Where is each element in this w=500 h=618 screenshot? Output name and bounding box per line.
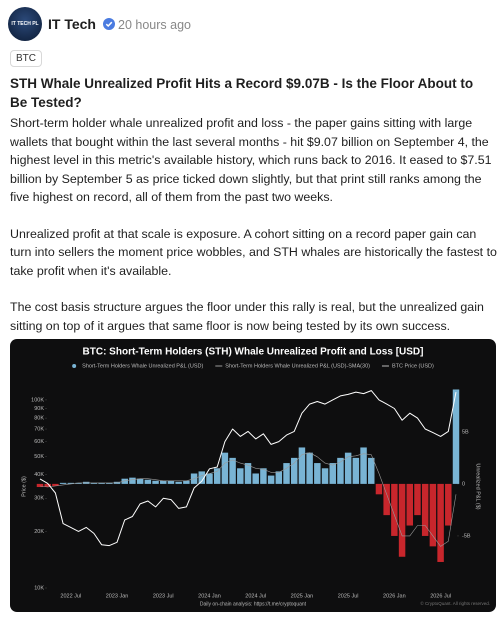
- bar: [198, 471, 206, 484]
- x-tick-label: 2024 Jul: [245, 593, 266, 599]
- bar: [406, 483, 414, 526]
- y2-tick-label: 5B: [462, 429, 469, 435]
- bar: [136, 478, 144, 484]
- paragraph: Unrealized profit at that scale is expos…: [10, 226, 497, 278]
- bar: [183, 480, 190, 484]
- bar: [321, 468, 329, 484]
- bar: [298, 447, 306, 484]
- bar: [206, 473, 213, 484]
- bar: [252, 473, 259, 484]
- paragraph: Short-term holder whale unrealized profi…: [10, 116, 492, 204]
- post-body: Short-term holder whale unrealized profi…: [10, 114, 498, 353]
- y2-axis-label: Unrealized P&L ($): [475, 463, 481, 509]
- bar: [445, 483, 452, 526]
- bar: [244, 463, 252, 484]
- legend-label: BTC Price (USD): [392, 363, 434, 369]
- avatar[interactable]: IT TECH PL: [8, 7, 42, 41]
- bar: [229, 457, 236, 484]
- tag[interactable]: BTC: [10, 50, 42, 67]
- y-tick-label: 90K: [34, 406, 44, 412]
- post-title: STH Whale Unrealized Profit Hits a Recor…: [10, 76, 474, 110]
- bar: [290, 457, 298, 484]
- x-tick-label: 2024 Jan: [198, 593, 221, 599]
- bar: [160, 480, 167, 484]
- bar: [283, 463, 290, 484]
- bar: [75, 482, 82, 484]
- chart-footer: Daily on-chain analysis: https://t.me/cr…: [200, 601, 307, 607]
- y-tick-label: 80K: [34, 416, 44, 422]
- bar: [437, 483, 444, 562]
- chart-image: BTC: Short-Term Holders (STH) Whale Unre…: [10, 339, 496, 612]
- bar: [167, 480, 175, 484]
- bar: [121, 478, 128, 484]
- bar: [329, 463, 336, 484]
- y-tick-label: 60K: [34, 439, 44, 445]
- bar: [391, 483, 398, 536]
- y-tick-label: 100K: [31, 397, 44, 403]
- bar: [352, 457, 360, 484]
- x-tick-label: 2025 Jul: [338, 593, 359, 599]
- y-tick-label: 20K: [34, 529, 44, 535]
- bar: [337, 457, 344, 484]
- bar: [175, 481, 182, 484]
- bar: [221, 452, 229, 484]
- x-tick-label: 2026 Jul: [430, 593, 451, 599]
- bar: [67, 482, 75, 484]
- bar: [429, 483, 437, 547]
- bar: [375, 483, 383, 495]
- bar: [90, 482, 98, 484]
- y-tick-label: 40K: [34, 472, 44, 478]
- bar: [98, 482, 105, 484]
- legend-label: Short-Term Holders Whale Unrealized P&L …: [225, 363, 370, 369]
- bar: [452, 389, 460, 484]
- x-tick-label: 2023 Jan: [106, 593, 129, 599]
- chart-source: © CryptoQuant. All rights reserved.: [420, 600, 490, 606]
- bar: [414, 483, 421, 516]
- legend-marker: [72, 364, 77, 368]
- y-tick-label: 10K: [34, 585, 44, 591]
- legend: Short-Term Holders Whale Unrealized P&L …: [72, 363, 434, 369]
- x-tick-label: 2023 Jul: [153, 593, 174, 599]
- post-time: 20 hours ago: [118, 18, 191, 32]
- y-axis-label: Price ($): [21, 476, 27, 497]
- line: [39, 452, 457, 547]
- y-tick-label: 50K: [34, 454, 44, 460]
- y2-tick-label: 0: [462, 481, 465, 487]
- bar: [344, 452, 352, 484]
- bar: [52, 483, 59, 486]
- bar: [383, 483, 390, 516]
- bar: [44, 483, 51, 488]
- bar: [144, 479, 152, 484]
- bar: [421, 483, 429, 536]
- x-tick-label: 2026 Jan: [383, 593, 406, 599]
- bar: [398, 483, 406, 557]
- bar: [213, 468, 221, 484]
- verified-badge: [103, 18, 115, 30]
- bar: [260, 468, 267, 484]
- legend-label: Short-Term Holders Whale Unrealized P&L …: [82, 363, 203, 369]
- paragraph: The cost basis structure argues the floo…: [10, 300, 484, 333]
- bar: [152, 480, 159, 484]
- bar: [360, 447, 367, 484]
- line: [39, 390, 457, 547]
- y-tick-label: 70K: [34, 426, 44, 432]
- x-tick-label: 2025 Jan: [291, 593, 314, 599]
- bar: [314, 463, 321, 484]
- bar: [129, 477, 136, 484]
- y2-tick-label: -5B: [462, 533, 471, 539]
- x-tick-label: 2022 Jul: [60, 593, 81, 599]
- bar: [275, 471, 283, 484]
- chart-title: BTC: Short-Term Holders (STH) Whale Unre…: [83, 347, 424, 358]
- bar: [237, 468, 244, 484]
- bar: [106, 482, 113, 484]
- bar: [59, 482, 67, 484]
- author-name[interactable]: IT Tech: [48, 16, 96, 32]
- bar: [267, 475, 275, 484]
- bar: [306, 452, 313, 484]
- bar: [368, 457, 375, 484]
- y-tick-label: 30K: [34, 496, 44, 502]
- bar: [36, 483, 44, 488]
